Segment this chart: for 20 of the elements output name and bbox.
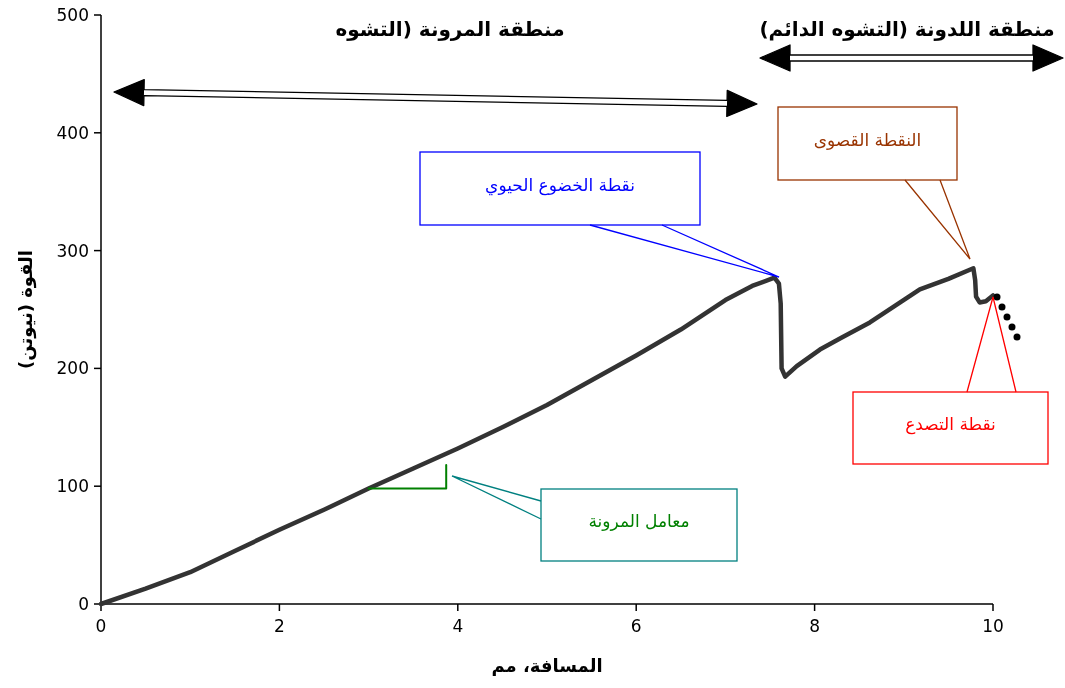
y-tick-label: 100 xyxy=(56,476,89,497)
annotation: منطقة المرونة (التشوه xyxy=(335,17,565,41)
x-axis-title: المسافة، مم xyxy=(491,655,603,676)
y-axis-title: القوة (نيوتن) xyxy=(15,250,37,369)
annotation: نقطة الخضوع الحيوي xyxy=(485,174,635,196)
y-tick-label: 300 xyxy=(56,240,89,261)
annotation: منطقة اللدونة (التشوه الدائم) xyxy=(759,17,1055,41)
annotation: نقطة التصدع xyxy=(905,414,996,436)
annotation: معامل المرونة xyxy=(588,511,690,532)
annotation: النقطة القصوى xyxy=(813,129,922,150)
x-tick-label: 8 xyxy=(809,616,821,636)
x-tick-label: 4 xyxy=(452,616,464,636)
x-tick-label: 6 xyxy=(630,616,642,636)
y-tick-label: 400 xyxy=(56,122,89,143)
y-tick-label: 0 xyxy=(78,594,89,614)
x-tick-label: 2 xyxy=(273,616,285,636)
y-tick-label: 500 xyxy=(56,5,89,25)
y-tick-label: 200 xyxy=(56,358,89,379)
x-tick-label: 10 xyxy=(982,616,1004,636)
x-tick-label: 0 xyxy=(95,616,107,636)
